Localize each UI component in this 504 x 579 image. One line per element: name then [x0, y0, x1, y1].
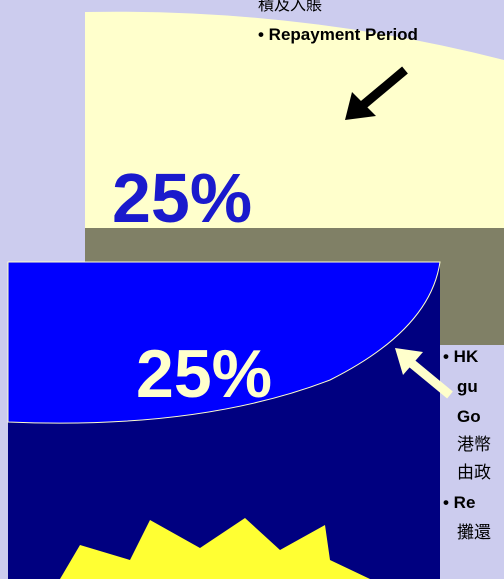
top-note: 積及入賬	[258, 0, 322, 14]
side-line: 港幣	[457, 435, 491, 454]
side-line: • Re	[443, 493, 475, 512]
lower-percent: 25%	[136, 336, 272, 412]
top-bullet: • Repayment Period	[258, 25, 418, 44]
side-line: 由政	[457, 463, 491, 482]
page: {"slide": { "top_note": "積及入賬", "top_bul…	[0, 0, 504, 579]
side-line: Go	[457, 407, 481, 426]
upper-percent: 25%	[112, 159, 252, 237]
slide: 積及入賬 • Repayment Period 25% 25% • HK gu …	[0, 0, 504, 579]
side-line: gu	[457, 377, 478, 396]
side-line: • HK	[443, 347, 479, 366]
side-line: 攤還	[457, 523, 491, 542]
